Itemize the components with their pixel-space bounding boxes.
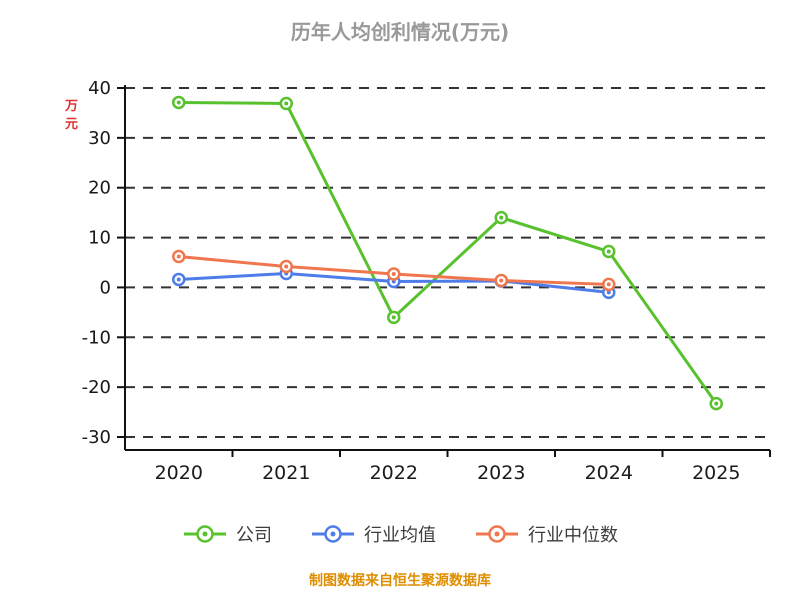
svg-text:2020: 2020 — [155, 462, 203, 484]
legend-label: 行业均值 — [364, 525, 436, 546]
svg-text:2022: 2022 — [370, 462, 418, 484]
svg-text:-20: -20 — [82, 377, 111, 398]
data-source-note: 制图数据来自恒生聚源数据库 — [309, 573, 491, 589]
svg-text:30: 30 — [88, 128, 111, 149]
svg-text:2021: 2021 — [262, 462, 310, 484]
y-axis-label: 万元 — [64, 99, 78, 132]
svg-text:20: 20 — [88, 178, 111, 199]
svg-text:2025: 2025 — [692, 462, 740, 484]
svg-text:40: 40 — [88, 78, 111, 99]
svg-text:-30: -30 — [82, 427, 111, 448]
legend-label: 行业中位数 — [528, 525, 618, 546]
legend-marker-icon — [312, 525, 354, 543]
svg-text:0: 0 — [100, 277, 111, 298]
legend-item-industry-mean[interactable]: 行业均值 — [310, 521, 436, 547]
legend-item-company[interactable]: 公司 — [182, 521, 272, 547]
legend-marker-icon — [184, 525, 226, 543]
chart-title: 历年人均创利情况(万元) — [290, 20, 510, 44]
legend-item-industry-median[interactable]: 行业中位数 — [474, 521, 618, 547]
svg-text:2023: 2023 — [477, 462, 525, 484]
legend-marker-icon — [476, 525, 518, 543]
svg-text:10: 10 — [88, 228, 111, 249]
legend-label: 公司 — [236, 525, 272, 546]
svg-text:-10: -10 — [82, 327, 111, 348]
legend: 公司 行业均值 行业中位数 — [0, 521, 800, 547]
svg-text:2024: 2024 — [585, 462, 633, 484]
